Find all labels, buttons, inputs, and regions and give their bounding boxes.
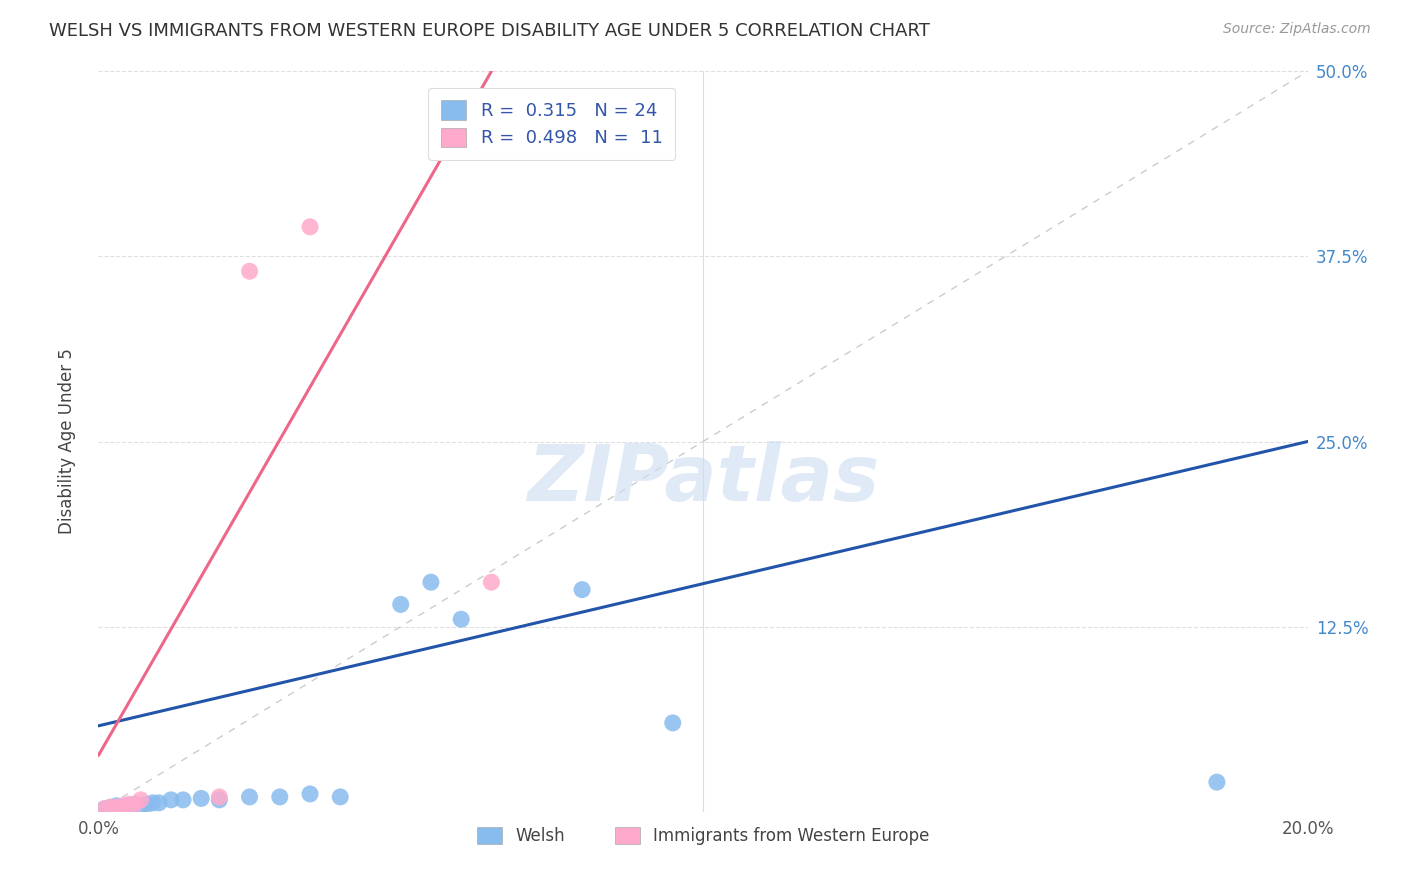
Point [105,800,128,814]
Point [389,598,412,612]
Point [172,793,194,807]
Y-axis label: Disability Age Under 5: Disability Age Under 5 [58,349,76,534]
Point [124,797,146,812]
Point [129,793,152,807]
Point [148,796,170,810]
Point [93,802,115,816]
Point [571,582,593,597]
Point [100,800,122,814]
Point [93,802,115,816]
Point [111,800,134,814]
Point [269,789,291,804]
Point [111,798,134,813]
Point [142,796,165,810]
Point [299,787,322,801]
Point [481,575,503,590]
Point [208,789,231,804]
Point [129,798,152,813]
Point [661,715,683,730]
Point [160,793,183,807]
Point [450,612,472,626]
Point [118,798,141,813]
Point [100,800,122,814]
Point [124,797,146,812]
Point [329,789,352,804]
Point [190,791,212,805]
Point [239,789,262,804]
Point [135,797,157,812]
Point [208,793,231,807]
Point [239,264,262,278]
Point [299,219,322,234]
Point [105,798,128,813]
Text: WELSH VS IMMIGRANTS FROM WESTERN EUROPE DISABILITY AGE UNDER 5 CORRELATION CHART: WELSH VS IMMIGRANTS FROM WESTERN EUROPE … [49,22,931,40]
Point [1206,775,1229,789]
Legend: Welsh, Immigrants from Western Europe: Welsh, Immigrants from Western Europe [470,820,936,852]
Text: Source: ZipAtlas.com: Source: ZipAtlas.com [1223,22,1371,37]
Text: ZIPatlas: ZIPatlas [527,441,879,516]
Point [420,575,443,590]
Point [118,797,141,812]
